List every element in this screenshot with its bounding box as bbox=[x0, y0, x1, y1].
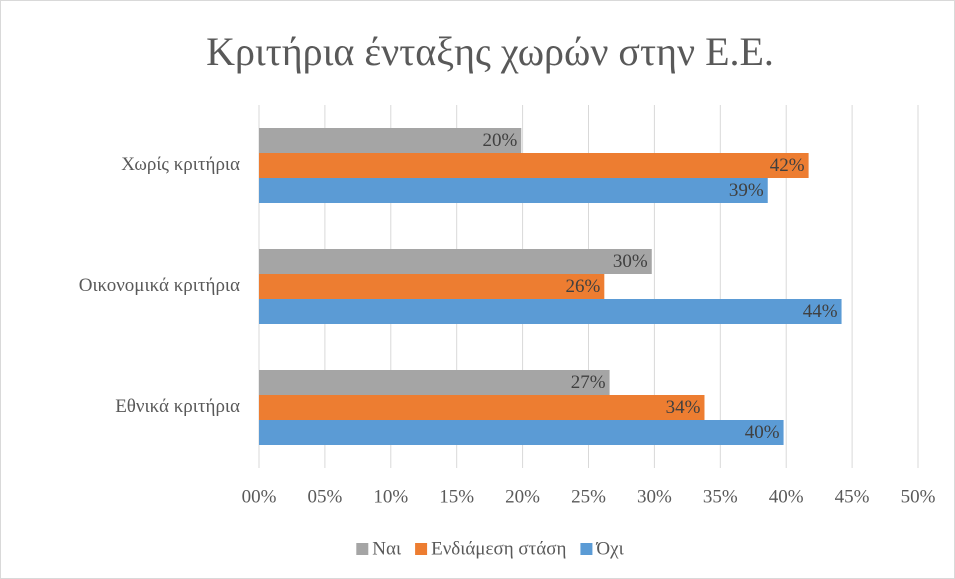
data-label: 20% bbox=[482, 130, 517, 151]
data-label: 30% bbox=[613, 251, 648, 272]
x-tick-label: 45% bbox=[835, 486, 870, 507]
data-label: 34% bbox=[666, 397, 701, 418]
x-tick-label: 20% bbox=[505, 486, 540, 507]
legend-swatch bbox=[580, 543, 593, 555]
x-tick-label: 05% bbox=[307, 486, 342, 507]
bar bbox=[259, 299, 842, 324]
chart-title: Κριτήρια ένταξης χωρών στην Ε.Ε. bbox=[206, 29, 774, 74]
bar bbox=[259, 249, 652, 274]
data-label: 44% bbox=[803, 301, 838, 322]
legend-label: Ναι bbox=[372, 538, 402, 559]
data-label: 39% bbox=[729, 180, 764, 201]
data-label: 40% bbox=[745, 422, 780, 443]
y-tick-label: Χωρίς κριτήρια bbox=[121, 154, 240, 175]
x-tick-label: 25% bbox=[571, 486, 606, 507]
legend-label: Ενδιάμεση στάση bbox=[431, 538, 566, 559]
bar bbox=[259, 153, 809, 178]
y-tick-label: Οικονομικά κριτήρια bbox=[79, 275, 240, 296]
bar bbox=[259, 395, 705, 420]
data-label: 42% bbox=[770, 155, 805, 176]
x-tick-label: 00% bbox=[242, 486, 277, 507]
data-label: 27% bbox=[571, 372, 606, 393]
bar bbox=[259, 370, 610, 395]
bar bbox=[259, 128, 522, 153]
x-tick-label: 35% bbox=[703, 486, 738, 507]
y-tick-label: Εθνικά κριτήρια bbox=[115, 396, 240, 417]
data-label: 26% bbox=[565, 276, 600, 297]
bar bbox=[259, 274, 605, 299]
x-tick-label: 50% bbox=[901, 486, 936, 507]
legend-swatch bbox=[415, 543, 428, 555]
bar bbox=[259, 178, 768, 203]
x-tick-label: 10% bbox=[373, 486, 408, 507]
legend-swatch bbox=[356, 543, 369, 555]
bar bbox=[259, 420, 784, 445]
legend-label: Όχι bbox=[595, 538, 624, 559]
x-tick-label: 30% bbox=[637, 486, 672, 507]
x-tick-label: 15% bbox=[439, 486, 474, 507]
x-tick-label: 40% bbox=[769, 486, 804, 507]
